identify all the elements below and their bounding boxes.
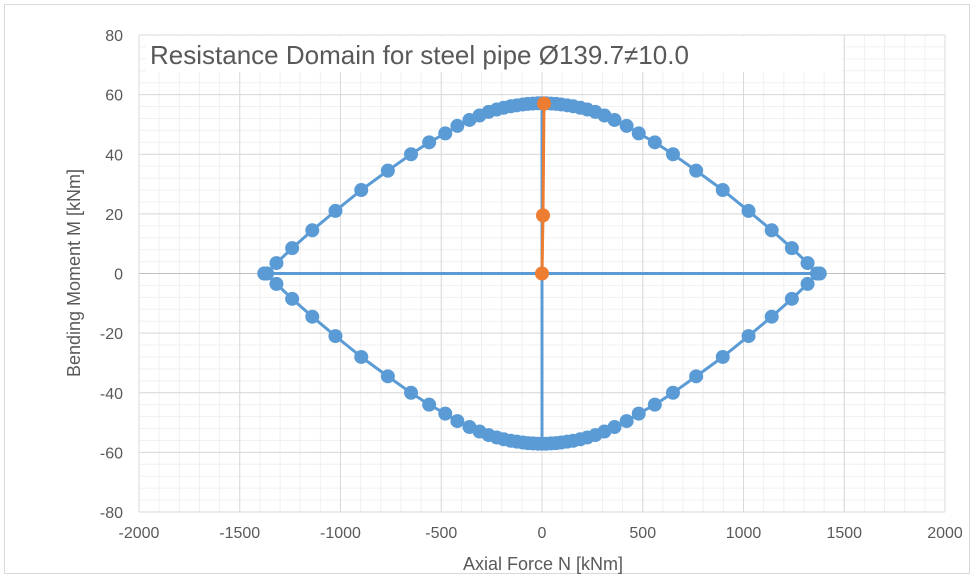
series-1-point <box>380 369 395 384</box>
series-0-point <box>354 183 369 198</box>
series-0-point <box>741 203 756 218</box>
x-tick-label: 1000 <box>726 525 762 542</box>
chart-title-background <box>146 36 842 72</box>
y-tick-label: -80 <box>100 505 123 522</box>
y-tick-labels: -80 -60 -40 -20 0 20 40 60 80 <box>100 28 123 522</box>
series-markers <box>257 96 827 451</box>
series-1-point <box>647 397 662 412</box>
series-1-point <box>619 414 634 429</box>
series-1-point <box>665 385 680 400</box>
series-1-point <box>812 266 827 281</box>
series-1-point <box>450 414 465 429</box>
series-0-point <box>647 135 662 150</box>
series-4-point <box>535 266 549 281</box>
series-1-point <box>715 349 730 364</box>
series-1-point <box>354 349 369 364</box>
series-0-point <box>619 118 634 133</box>
series-0-point <box>607 112 622 127</box>
series-1-point <box>607 420 622 435</box>
series-1-point <box>404 385 419 400</box>
series-0-point <box>784 241 799 256</box>
x-tick-label: 500 <box>629 525 656 542</box>
series-0-point <box>269 256 284 271</box>
series-1-point <box>631 406 646 421</box>
series-1-point <box>328 329 343 344</box>
y-tick-label: 80 <box>105 28 123 45</box>
x-tick-labels: -2000 -1500 -1000 -500 0 500 1000 1500 2000 <box>119 525 963 542</box>
x-tick-label: -500 <box>425 525 457 542</box>
series-1-point <box>784 291 799 306</box>
series-1-point <box>305 309 320 324</box>
series-1-point <box>800 276 815 291</box>
y-tick-label: 0 <box>114 267 123 284</box>
x-tick-label: 2000 <box>927 525 963 542</box>
series-0-point <box>665 147 680 162</box>
series-1-point <box>259 266 274 281</box>
series-1-point <box>741 329 756 344</box>
series-0-point <box>631 126 646 141</box>
y-tick-label: -20 <box>100 326 123 343</box>
x-tick-label: 0 <box>538 525 547 542</box>
x-axis-title: Axial Force N [kNm] <box>463 554 623 574</box>
series-4-point <box>537 96 552 111</box>
series-1-point <box>764 309 779 324</box>
series-4-line <box>540 103 546 274</box>
series-1-point <box>269 276 284 291</box>
y-tick-label: 20 <box>105 207 123 224</box>
series-0-point <box>380 163 395 178</box>
series-0-point <box>689 163 704 178</box>
series-0-point <box>438 126 453 141</box>
series-layer <box>257 96 827 451</box>
series-0-point <box>328 203 343 218</box>
series-0-point <box>764 223 779 238</box>
series-0-point <box>404 147 419 162</box>
series-0-point <box>800 256 815 271</box>
chart-title: Resistance Domain for steel pipe Ø139.7≠… <box>150 40 689 70</box>
series-1-point <box>689 369 704 384</box>
y-tick-label: 40 <box>105 147 123 164</box>
x-tick-label: 1500 <box>826 525 862 542</box>
series-0-point <box>450 118 465 133</box>
series-1-point <box>422 397 437 412</box>
x-tick-label: -1500 <box>219 525 260 542</box>
y-tick-label: 60 <box>105 88 123 105</box>
series-1-point <box>438 406 453 421</box>
series-1-point <box>285 291 300 306</box>
y-axis-title: Bending Moment M [kNm] <box>64 169 84 377</box>
series-4-point <box>536 208 551 223</box>
series-0-point <box>285 241 300 256</box>
x-tick-label: -1000 <box>320 525 361 542</box>
x-tick-label: -2000 <box>119 525 160 542</box>
series-0-point <box>305 223 320 238</box>
y-tick-label: -60 <box>100 445 123 462</box>
series-0-point <box>422 135 437 150</box>
y-tick-label: -40 <box>100 386 123 403</box>
series-0-point <box>715 183 730 198</box>
